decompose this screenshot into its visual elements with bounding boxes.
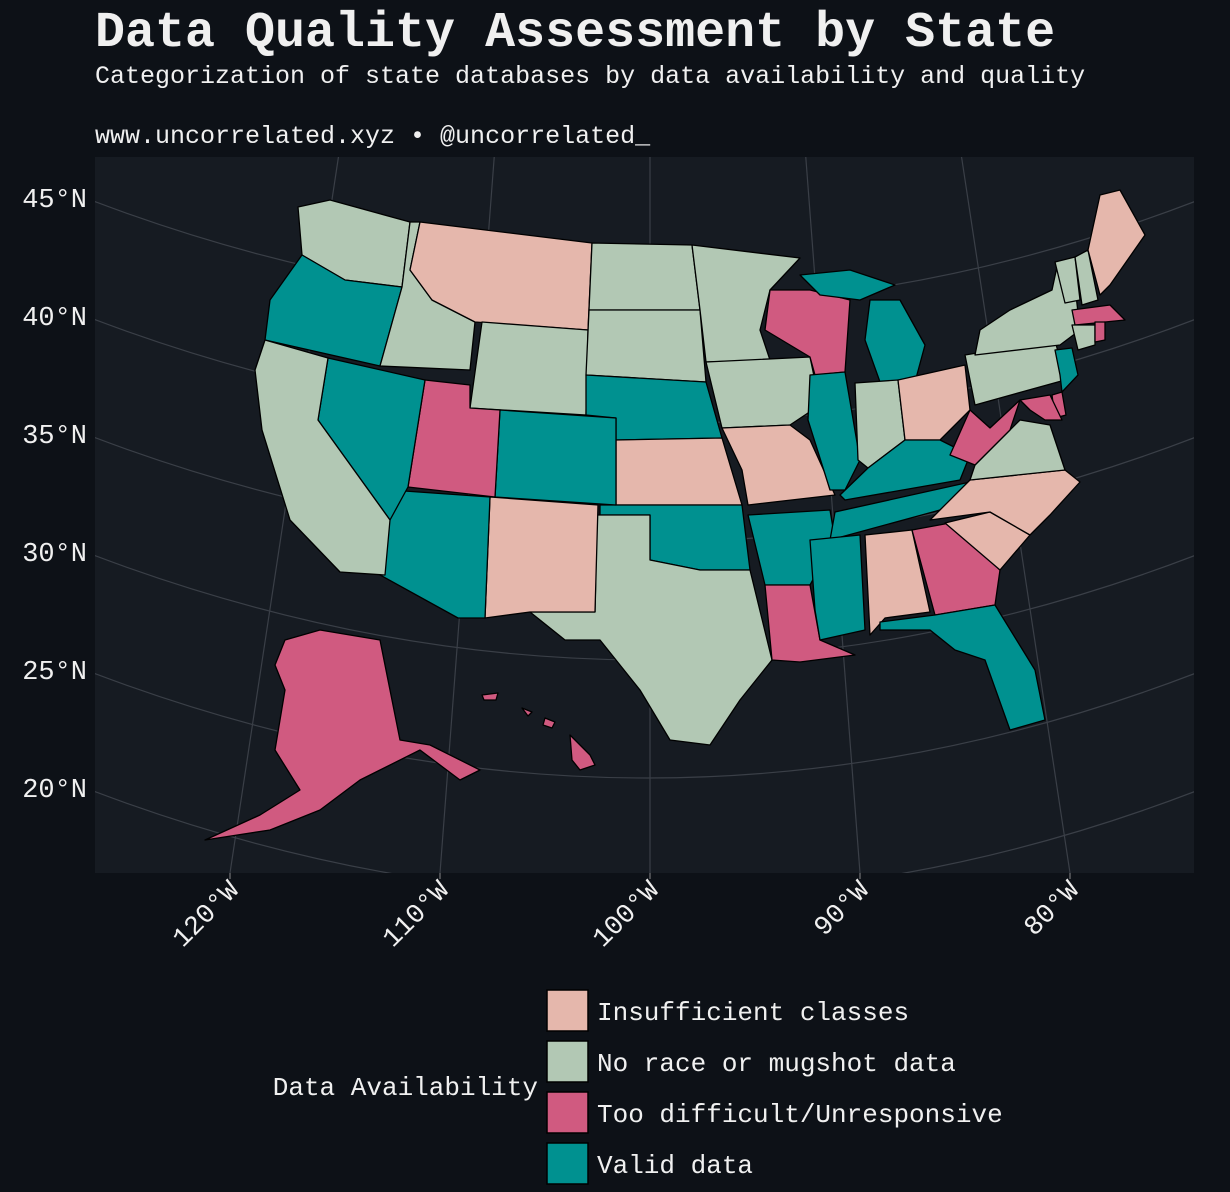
legend-label: No race or mugshot data xyxy=(597,1049,956,1079)
state xyxy=(615,437,743,506)
state xyxy=(1019,394,1063,421)
legend-swatch xyxy=(546,1040,589,1083)
legend-swatch xyxy=(546,989,589,1032)
lat-tick-label: 30°N xyxy=(22,540,87,570)
lat-tick-label: 35°N xyxy=(22,422,87,452)
lat-tick-label: 20°N xyxy=(22,776,87,806)
state xyxy=(521,707,533,717)
state xyxy=(1071,304,1126,326)
lon-tick-label: 120°W xyxy=(168,876,247,955)
legend-title: Data Availability xyxy=(273,1073,538,1103)
title: Data Quality Assessment by State xyxy=(95,5,1055,62)
legend-swatch xyxy=(546,1142,589,1185)
legend-label: Valid data xyxy=(597,1151,753,1181)
grid-line xyxy=(95,790,1194,873)
legend-swatch xyxy=(546,1091,589,1134)
lon-tick-label: 100°W xyxy=(588,876,667,955)
state xyxy=(494,409,617,506)
grid-line xyxy=(960,157,1071,873)
state xyxy=(1094,321,1106,343)
state xyxy=(969,419,1066,481)
state xyxy=(721,424,836,506)
state xyxy=(897,364,971,441)
legend-label: Too difficult/Unresponsive xyxy=(597,1100,1003,1130)
state xyxy=(809,534,866,641)
state xyxy=(204,629,481,841)
state xyxy=(879,604,1046,731)
lon-tick-label: 80°W xyxy=(1019,876,1087,944)
lon-tick-label: 90°W xyxy=(809,876,877,944)
state xyxy=(764,584,856,663)
state xyxy=(1054,347,1079,393)
state xyxy=(469,321,589,416)
subtitle: Categorization of state databases by dat… xyxy=(95,62,1085,91)
state xyxy=(799,269,896,301)
state xyxy=(484,496,599,619)
state xyxy=(691,244,801,363)
states xyxy=(204,189,1146,841)
state xyxy=(864,529,931,636)
lat-tick-label: 45°N xyxy=(22,186,87,216)
state xyxy=(1074,249,1099,306)
state xyxy=(705,356,821,429)
state xyxy=(481,692,499,701)
legend-label: Insufficient classes xyxy=(597,998,909,1028)
state xyxy=(529,514,773,746)
state xyxy=(585,309,707,383)
state xyxy=(569,734,596,771)
caption: www.uncorrelated.xyz • @uncorrelated_ xyxy=(95,122,651,151)
legend: Insufficient classes No race or mugshot d… xyxy=(546,989,1003,1185)
state xyxy=(1054,256,1081,304)
state xyxy=(588,242,701,311)
state xyxy=(254,339,391,576)
state xyxy=(1071,324,1096,351)
lon-tick-label: 110°W xyxy=(378,876,457,955)
lat-tick-label: 40°N xyxy=(22,304,87,334)
state xyxy=(911,522,1001,616)
state xyxy=(1087,189,1146,296)
state xyxy=(542,717,556,729)
lat-tick-label: 25°N xyxy=(22,658,87,688)
